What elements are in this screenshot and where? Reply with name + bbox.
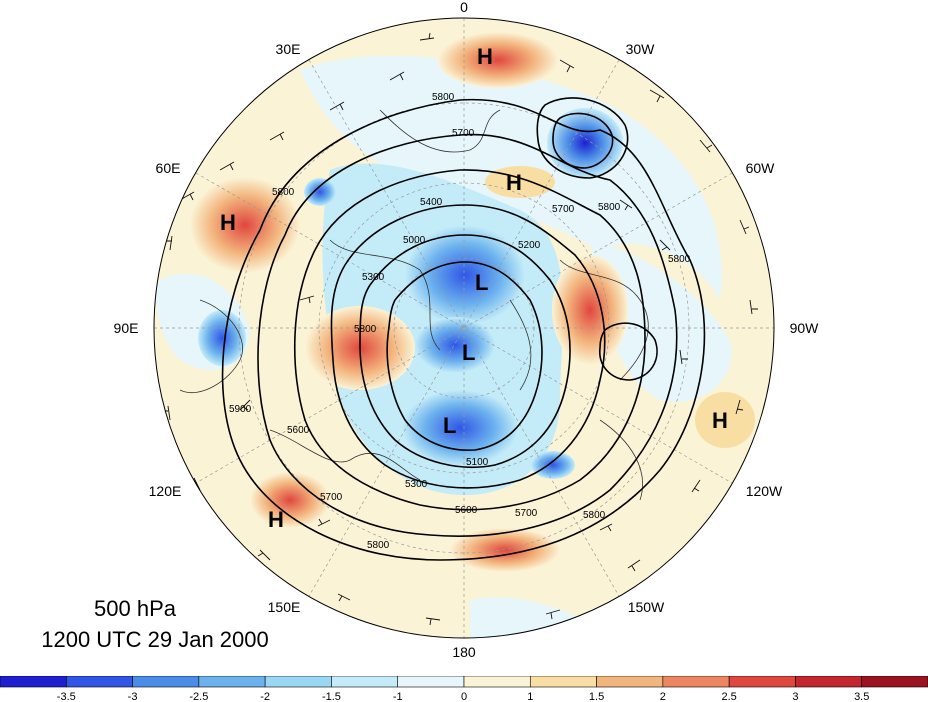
contour-label: 5700 bbox=[320, 492, 343, 503]
colorbar-swatch bbox=[728, 676, 796, 688]
lon-label: 60E bbox=[156, 160, 181, 176]
lon-label: 120W bbox=[746, 483, 783, 499]
lon-label: 60W bbox=[746, 160, 776, 176]
low-center: L bbox=[462, 340, 475, 365]
pressure-level-caption: 500 hPa bbox=[94, 596, 176, 621]
colorbar-swatch bbox=[596, 676, 664, 688]
lon-label: 30E bbox=[276, 41, 301, 57]
colorbar-tick-label: 0 bbox=[461, 691, 467, 702]
lon-label: 0 bbox=[460, 0, 468, 15]
contour-label: 5600 bbox=[287, 425, 310, 436]
contour-label: 5800 bbox=[668, 254, 691, 265]
colorbar-swatch bbox=[662, 676, 730, 688]
colorbar-tick-label: 1 bbox=[527, 691, 533, 702]
colorbar-tick-label: 2 bbox=[660, 691, 666, 702]
colorbar-ticks: -3.5 -3 -2.5 -2 -1.5 -1 0 1 1.5 2 2.5 3 3.5 bbox=[57, 691, 870, 702]
height-contours bbox=[221, 97, 706, 561]
lon-label: 150E bbox=[268, 599, 301, 615]
lon-label: 120E bbox=[149, 483, 182, 499]
colorbar-tick-label: -1.5 bbox=[322, 691, 341, 702]
colorbar: -3.5 -3 -2.5 -2 -1.5 -1 0 1 1.5 2 2.5 3 3.5 bbox=[0, 676, 928, 702]
colorbar-swatch bbox=[198, 676, 266, 688]
coastlines bbox=[179, 109, 649, 501]
map-boundary bbox=[153, 17, 775, 639]
lon-label: 90E bbox=[114, 320, 139, 336]
colorbar-tick-label: 1.5 bbox=[589, 691, 604, 702]
colorbar-swatch bbox=[65, 676, 133, 688]
polar-map: 5800 5700 5700 5400 5200 5300 5000 5100 … bbox=[114, 0, 820, 660]
colorbar-tick-label: 3.5 bbox=[854, 691, 869, 702]
anomaly-field: 5800 5700 5700 5400 5200 5300 5000 5100 … bbox=[154, 18, 774, 638]
valid-time-caption: 1200 UTC 29 Jan 2000 bbox=[41, 627, 269, 652]
contour-label: 5300 bbox=[362, 272, 385, 283]
contour-label: 5000 bbox=[403, 235, 426, 246]
colorbar-swatch bbox=[795, 676, 863, 688]
contour-label: 5600 bbox=[455, 505, 478, 516]
high-center: H bbox=[506, 170, 522, 195]
contour-label: 5800 bbox=[272, 187, 295, 198]
low-center: L bbox=[443, 413, 456, 438]
colorbar-tick-label: -1 bbox=[393, 691, 403, 702]
high-center: H bbox=[712, 408, 728, 433]
high-center: H bbox=[220, 210, 236, 235]
contour-label: 5300 bbox=[405, 479, 428, 490]
contour-label: 5700 bbox=[452, 128, 475, 139]
contour-label: 5900 bbox=[229, 404, 252, 415]
colorbar-swatch bbox=[331, 676, 399, 688]
contour-label: 5800 bbox=[583, 510, 606, 521]
colorbar-tick-label: -3.5 bbox=[57, 691, 76, 702]
colorbar-swatches bbox=[0, 676, 928, 688]
colorbar-tick-label: 3 bbox=[792, 691, 798, 702]
colorbar-tick-label: -2.5 bbox=[189, 691, 208, 702]
contour-label: 5200 bbox=[518, 240, 541, 251]
contour-label: 5700 bbox=[552, 204, 575, 215]
contour-label: 5400 bbox=[420, 197, 443, 208]
colorbar-swatch bbox=[463, 676, 531, 688]
contour-label: 5100 bbox=[466, 457, 489, 468]
colorbar-tick-label: 2.5 bbox=[721, 691, 736, 702]
colorbar-tick-label: -2 bbox=[260, 691, 270, 702]
colorbar-swatch bbox=[0, 676, 67, 688]
lon-label: 30W bbox=[626, 41, 656, 57]
lon-label: 180 bbox=[452, 644, 476, 660]
contour-label: 5700 bbox=[515, 508, 538, 519]
lon-label: 90W bbox=[790, 320, 820, 336]
contour-label: 5800 bbox=[354, 324, 377, 335]
contour-label: 5800 bbox=[598, 202, 621, 213]
high-center: H bbox=[477, 44, 493, 69]
lon-label: 150W bbox=[628, 599, 665, 615]
contour-label: 5800 bbox=[367, 540, 390, 551]
colorbar-swatch bbox=[397, 676, 465, 688]
high-center: H bbox=[268, 507, 284, 532]
colorbar-tick-label: -3 bbox=[128, 691, 138, 702]
low-center: L bbox=[475, 270, 488, 295]
colorbar-swatch bbox=[132, 676, 200, 688]
colorbar-swatch bbox=[861, 676, 928, 688]
contour-label: 5800 bbox=[432, 92, 455, 103]
colorbar-swatch bbox=[529, 676, 597, 688]
colorbar-swatch bbox=[264, 676, 332, 688]
